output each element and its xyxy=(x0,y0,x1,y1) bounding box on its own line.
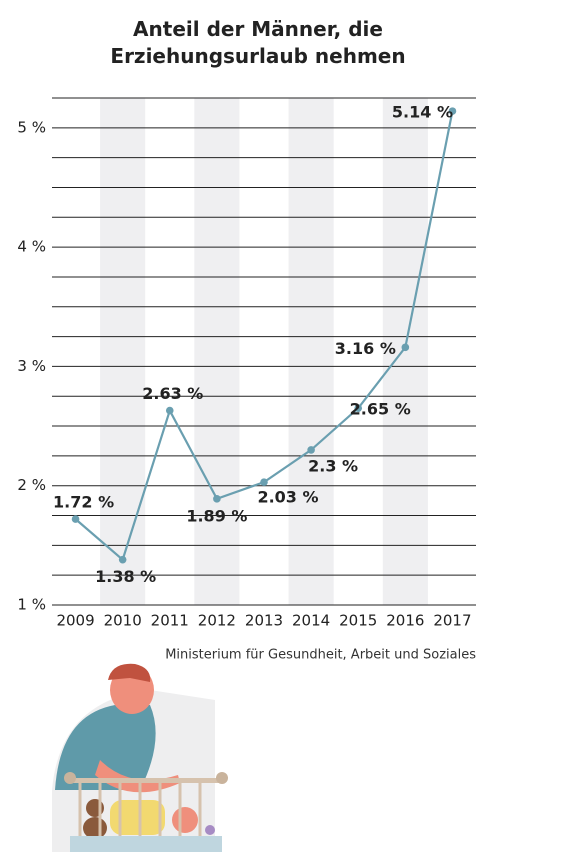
value-label: 2.63 % xyxy=(142,384,203,403)
man-shirt xyxy=(55,705,156,790)
crib-bars xyxy=(78,783,202,838)
y-tick-label: 5 % xyxy=(17,118,46,136)
illustration xyxy=(52,663,228,852)
value-label: 2.3 % xyxy=(308,456,358,475)
x-tick-label: 2009 xyxy=(56,612,94,630)
grid: 1 % 2 % 3 % 4 % 5 % xyxy=(17,97,476,614)
x-tick-label: 2016 xyxy=(386,612,424,630)
point xyxy=(448,107,457,115)
value-label: 5.14 % xyxy=(392,103,453,122)
chart-title: Anteil der Männer, die Erziehungsurlaub … xyxy=(110,17,406,68)
x-tick-label: 2017 xyxy=(433,612,471,630)
x-tick-label: 2011 xyxy=(151,612,189,630)
stripe xyxy=(194,98,240,605)
point xyxy=(401,343,410,352)
point xyxy=(165,406,174,415)
teddy-body xyxy=(83,817,107,839)
point xyxy=(213,495,221,503)
source: Ministerium für Gesundheit, Arbeit und S… xyxy=(165,648,476,663)
value-label: 1.38 % xyxy=(95,567,156,586)
stripe xyxy=(382,98,428,605)
point xyxy=(260,478,268,486)
point xyxy=(118,555,127,564)
value-label: 1.72 % xyxy=(53,493,114,512)
baby-body xyxy=(110,800,165,835)
value-label: 2.03 % xyxy=(257,488,318,507)
point xyxy=(71,515,80,523)
crib-knob xyxy=(216,772,228,784)
value-label: 1.89 % xyxy=(186,506,247,525)
y-tick-label: 3 % xyxy=(17,357,46,375)
stripe xyxy=(288,98,334,605)
y-tick-label: 4 % xyxy=(17,238,46,256)
plot: 1.72 % 1.38 % 2.63 % 1.89 % 2.03 % 2.3 % 2.65 … xyxy=(53,103,472,630)
baby-head xyxy=(172,807,198,833)
crib-knob xyxy=(64,772,76,784)
x-tick-label: 2015 xyxy=(339,612,377,630)
point xyxy=(307,446,315,454)
x-tick-label: 2014 xyxy=(292,612,330,630)
value-label: 2.65 % xyxy=(350,400,411,419)
crib-mattress xyxy=(70,836,222,852)
y-tick-label: 2 % xyxy=(17,476,46,494)
crib-rail xyxy=(70,778,222,783)
stripes xyxy=(100,98,428,605)
x-tick-label: 2012 xyxy=(198,612,236,630)
stripe xyxy=(100,98,146,605)
value-label: 3.16 % xyxy=(335,339,396,358)
rattle xyxy=(205,825,215,835)
y-tick-label: 1 % xyxy=(17,596,46,614)
x-tick-label: 2013 xyxy=(245,612,283,630)
man-hair xyxy=(108,663,151,682)
point xyxy=(354,404,363,412)
x-tick-label: 2010 xyxy=(104,612,142,630)
